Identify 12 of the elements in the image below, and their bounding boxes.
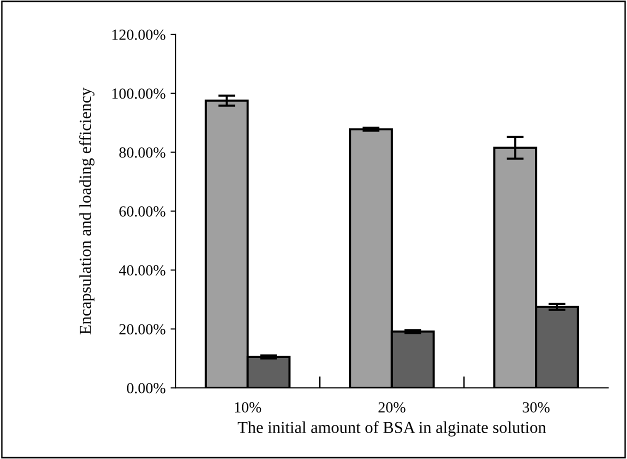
y-axis-title: Encapsulation and loading efficiency [79,88,94,334]
y-tick-label: 120.00% [112,30,166,40]
x-tick-label: 10% [235,402,262,413]
x-tick-label: 30% [522,402,550,413]
y-tick-label: 60.00% [119,206,166,217]
x-tick-label: 20% [378,402,406,413]
y-tick-label: 80.00% [119,147,166,158]
y-tick-label: 20.00% [119,324,166,334]
y-tick-label: 0.00% [126,382,166,394]
y-tick-label: 40.00% [119,265,166,276]
y-tick-label: 100.00% [112,88,166,99]
x-axis-title: The initial amount of BSA in alginate solution [238,421,546,436]
